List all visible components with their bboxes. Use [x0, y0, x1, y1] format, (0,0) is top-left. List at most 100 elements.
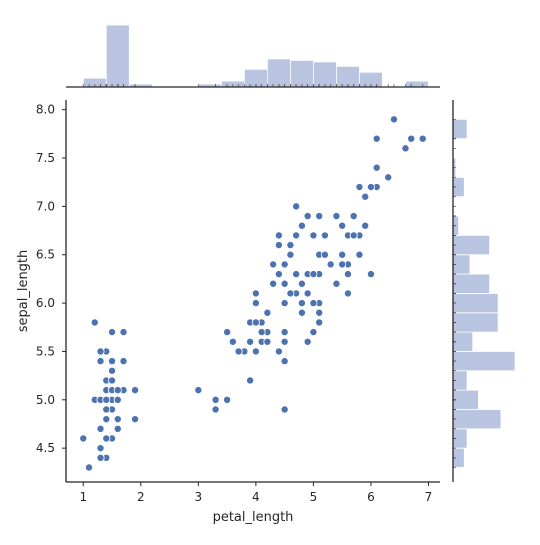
scatter-point [389, 115, 398, 124]
scatter-point [286, 241, 295, 250]
scatter-point [297, 279, 306, 288]
scatter-point [96, 347, 105, 356]
scatter-point [274, 270, 283, 279]
y-histogram-bar [452, 118, 468, 140]
scatter-point [280, 328, 289, 337]
y-tick-label: 5.5 [36, 344, 55, 358]
scatter-point [332, 212, 341, 221]
x-marginal-histogram [66, 24, 440, 88]
scatter-point [286, 289, 295, 298]
y-histogram-bar [452, 293, 499, 314]
y-tick-label: 7.0 [36, 199, 55, 213]
scatter-point [113, 415, 122, 424]
scatter-point [297, 308, 306, 317]
scatter-point [263, 308, 272, 317]
scatter-point [372, 163, 381, 172]
scatter-point [280, 357, 289, 366]
scatter-point [131, 415, 140, 424]
scatter-point [303, 212, 312, 221]
scatter-point [119, 357, 128, 366]
y-histogram-bar [452, 312, 499, 333]
scatter-point [108, 376, 117, 385]
scatter-point [119, 328, 128, 337]
scatter-point [113, 424, 122, 433]
scatter-point [280, 279, 289, 288]
x-histogram-bar [313, 61, 337, 88]
y-tick-label: 6.0 [36, 296, 55, 310]
scatter-point [320, 231, 329, 240]
scatter-point [113, 386, 122, 395]
scatter-point [263, 337, 272, 346]
scatter-point [85, 463, 94, 472]
scatter-point [102, 415, 111, 424]
scatter-point [228, 337, 237, 346]
scatter-point [280, 260, 289, 269]
x-axis-title: petal_length [213, 510, 294, 525]
scatter-point [309, 270, 318, 279]
scatter-point [384, 173, 393, 182]
y-histogram-bar [452, 234, 491, 256]
scatter-point [79, 434, 88, 443]
scatter-point [349, 212, 358, 221]
scatter-point [113, 395, 122, 404]
scatter-point [280, 299, 289, 308]
y-tick-label: 4.5 [36, 441, 55, 455]
scatter-point [286, 250, 295, 259]
scatter-point [211, 405, 220, 414]
x-tick-label: 7 [425, 490, 433, 504]
scatter-point [108, 366, 117, 375]
scatter-point [366, 270, 375, 279]
scatter-point [251, 289, 260, 298]
scatter-point [223, 395, 232, 404]
x-histogram-bar [405, 80, 429, 88]
x-tick-label: 1 [79, 490, 87, 504]
scatter-point [280, 337, 289, 346]
scatter-point [349, 231, 358, 240]
x-tick-label: 3 [195, 490, 203, 504]
x-tick-label: 6 [367, 490, 375, 504]
scatter-point [274, 241, 283, 250]
scatter-point [320, 250, 329, 259]
scatter-point [418, 134, 427, 143]
scatter-point [96, 453, 105, 462]
scatter-point [297, 221, 306, 230]
y-axis-title: sepal_length [16, 250, 31, 333]
scatter-point [131, 386, 140, 395]
scatter-point [223, 328, 232, 337]
y-marginal-histogram [452, 100, 516, 482]
scatter-point [309, 231, 318, 240]
scatter-point [361, 221, 370, 230]
y-tick-label: 6.5 [36, 248, 55, 262]
scatter-point [309, 299, 318, 308]
scatter-point [234, 347, 243, 356]
y-tick-label: 8.0 [36, 103, 55, 117]
scatter-point [303, 289, 312, 298]
scatter-point [303, 337, 312, 346]
scatter-point [326, 260, 335, 269]
scatter-point [280, 405, 289, 414]
scatter-point [366, 183, 375, 192]
scatter-point [102, 434, 111, 443]
y-tick-label: 5.0 [36, 393, 55, 407]
scatter-point [246, 337, 255, 346]
scatter-point [292, 202, 301, 211]
scatter-point [315, 318, 324, 327]
scatter-point [343, 270, 352, 279]
scatter-point [407, 134, 416, 143]
scatter-point [355, 250, 364, 259]
scatter-point [292, 270, 301, 279]
scatter-point [108, 357, 117, 366]
x-histogram-bar [336, 65, 360, 88]
scatter-point [251, 318, 260, 327]
y-histogram-bar [452, 389, 479, 410]
scatter-point [211, 395, 220, 404]
scatter-point [297, 299, 306, 308]
y-histogram-bar [452, 409, 502, 430]
x-tick-label: 4 [252, 490, 260, 504]
y-histogram-bar [452, 273, 491, 294]
x-tick-label: 2 [137, 490, 145, 504]
x-tick-label: 5 [310, 490, 318, 504]
scatter-point [269, 260, 278, 269]
